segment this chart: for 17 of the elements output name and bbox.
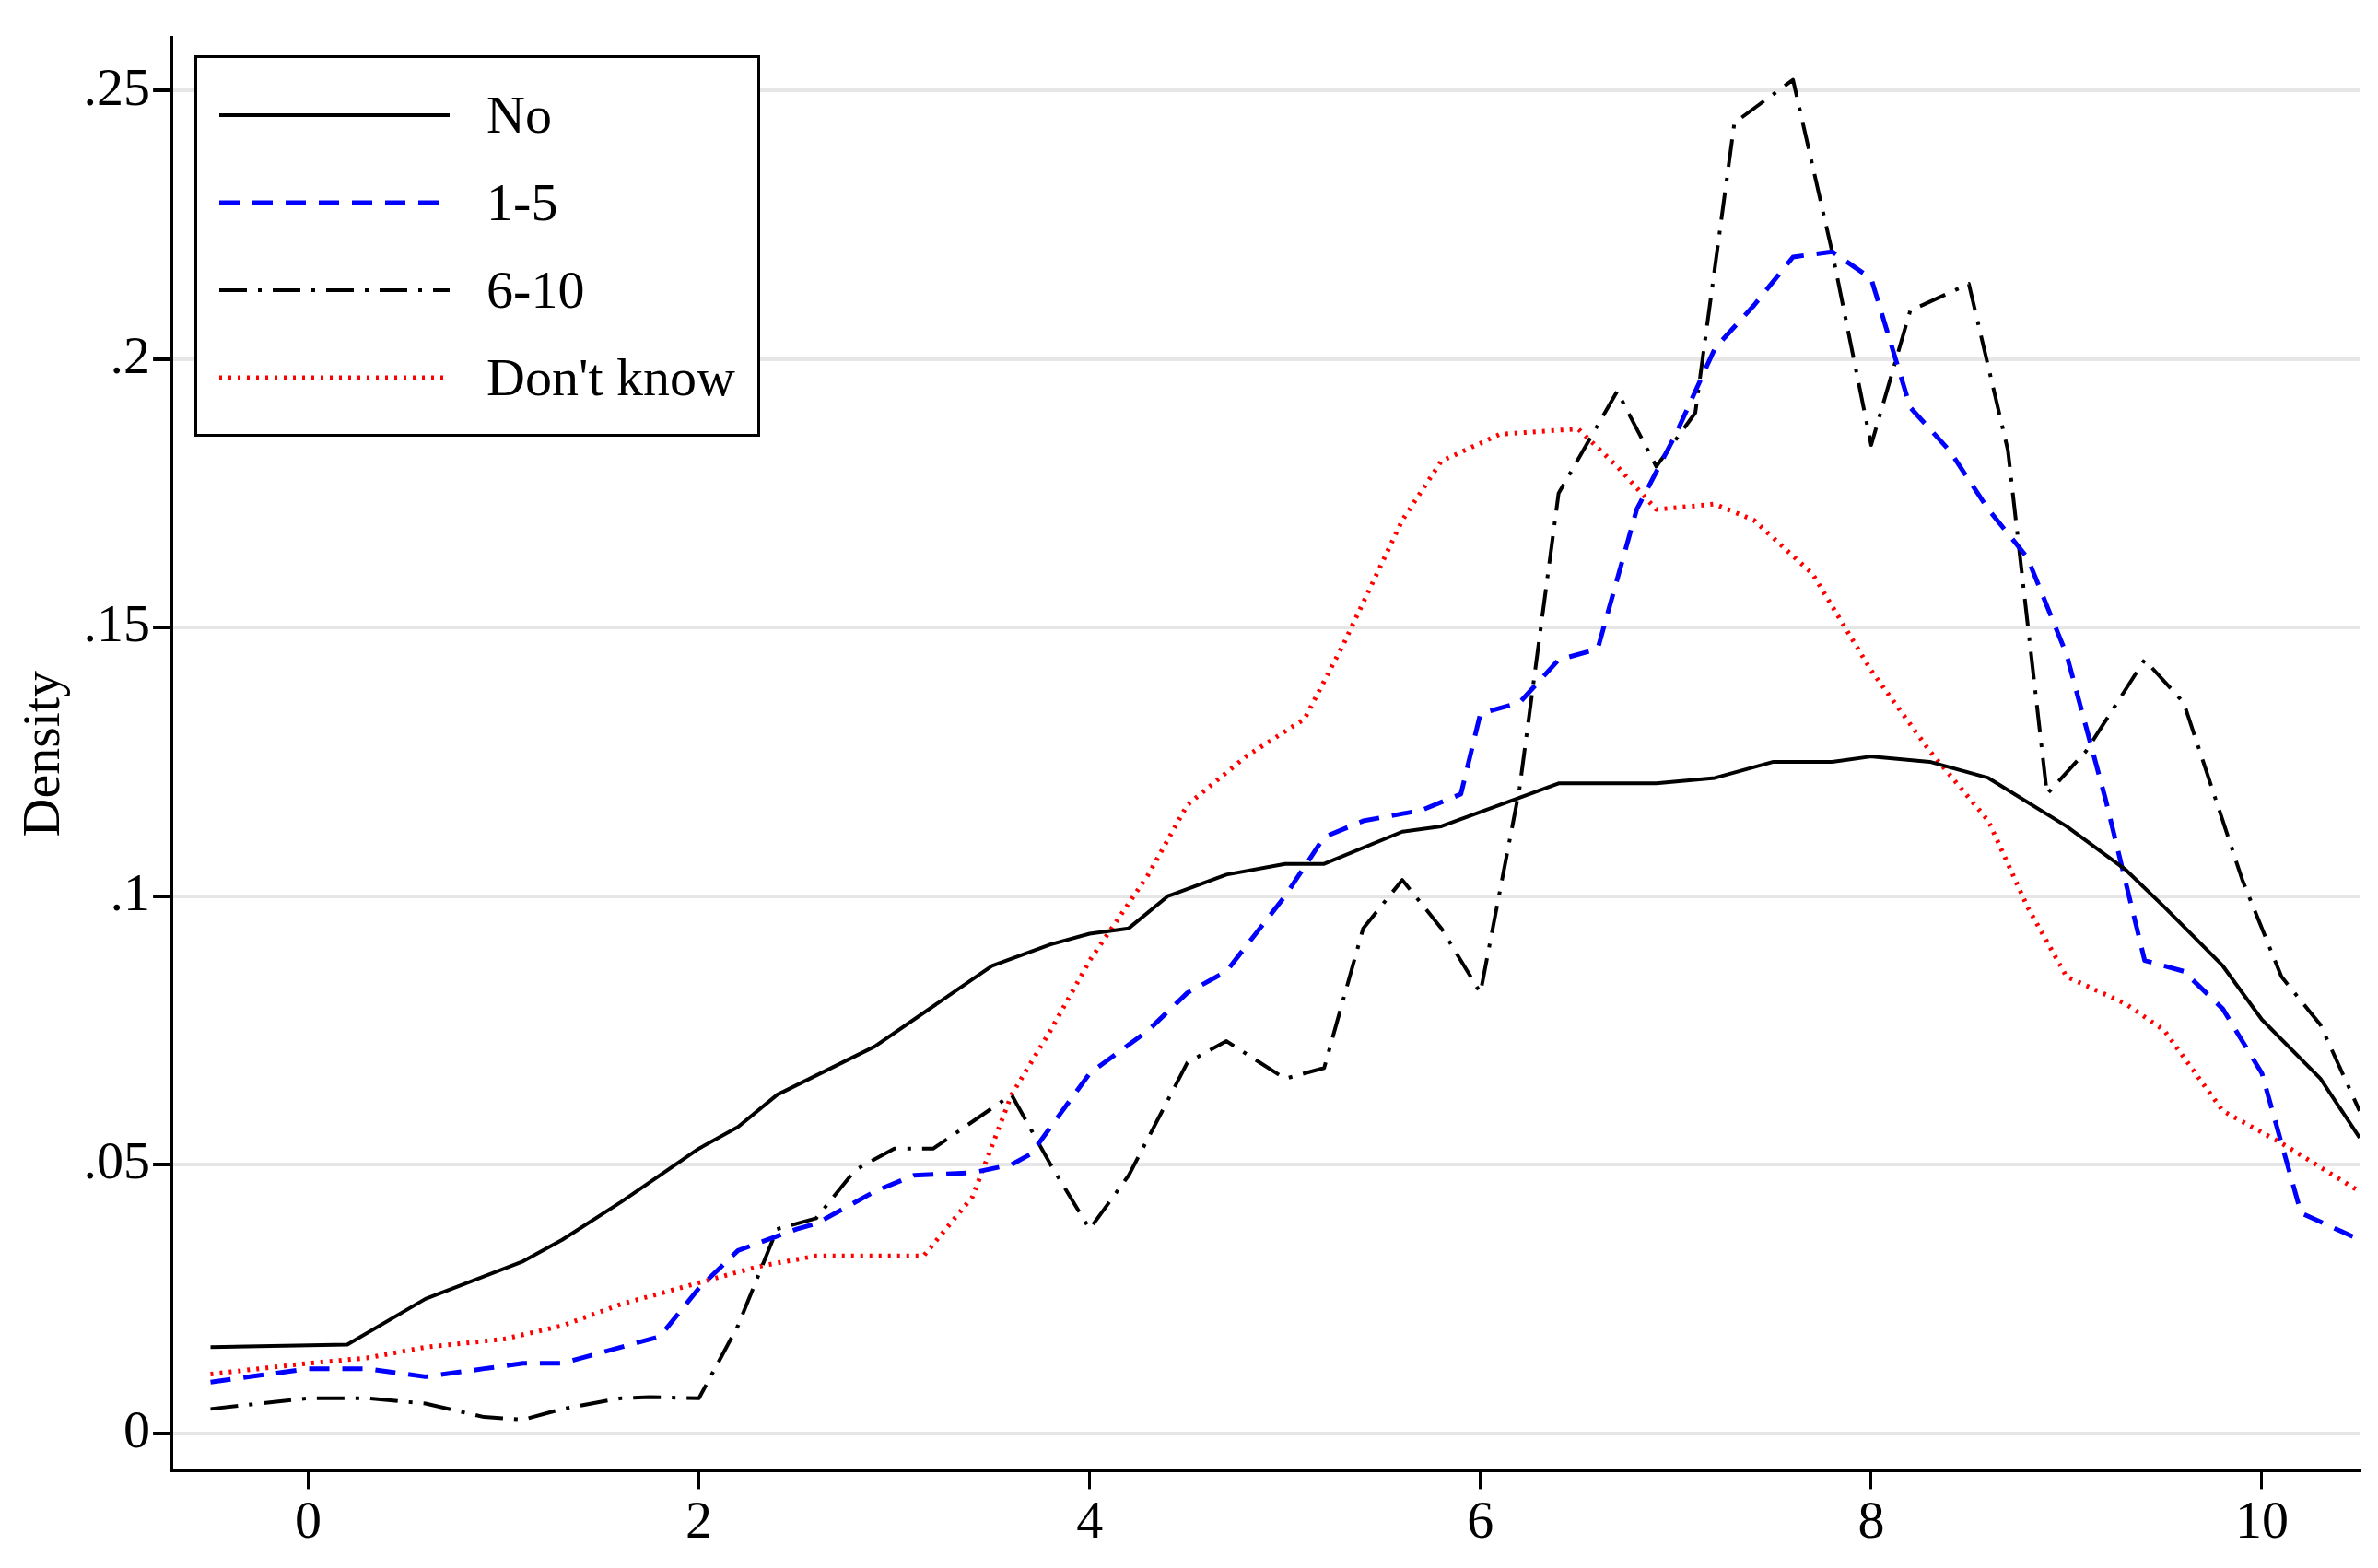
legend-label: 6-10 — [486, 259, 585, 321]
y-tick-label: 0 — [123, 1398, 151, 1459]
y-tick-label: .1 — [110, 861, 151, 922]
legend-label: No — [486, 84, 552, 146]
y-tick-label: .25 — [83, 56, 151, 117]
x-tick-label: 8 — [1857, 1490, 1885, 1550]
y-axis-title: Density — [11, 670, 72, 837]
y-tick-label: .15 — [83, 593, 151, 654]
legend-label: 1-5 — [486, 171, 558, 233]
x-tick-label: 6 — [1467, 1490, 1494, 1550]
legend-label: Don't know — [486, 346, 735, 408]
y-tick-label: .05 — [83, 1130, 151, 1191]
x-tick-label: 10 — [2234, 1490, 2289, 1550]
x-tick-label: 4 — [1076, 1490, 1104, 1550]
y-tick-label: .2 — [110, 324, 151, 385]
x-tick-label: 0 — [295, 1490, 322, 1550]
x-tick-label: 2 — [685, 1490, 713, 1550]
